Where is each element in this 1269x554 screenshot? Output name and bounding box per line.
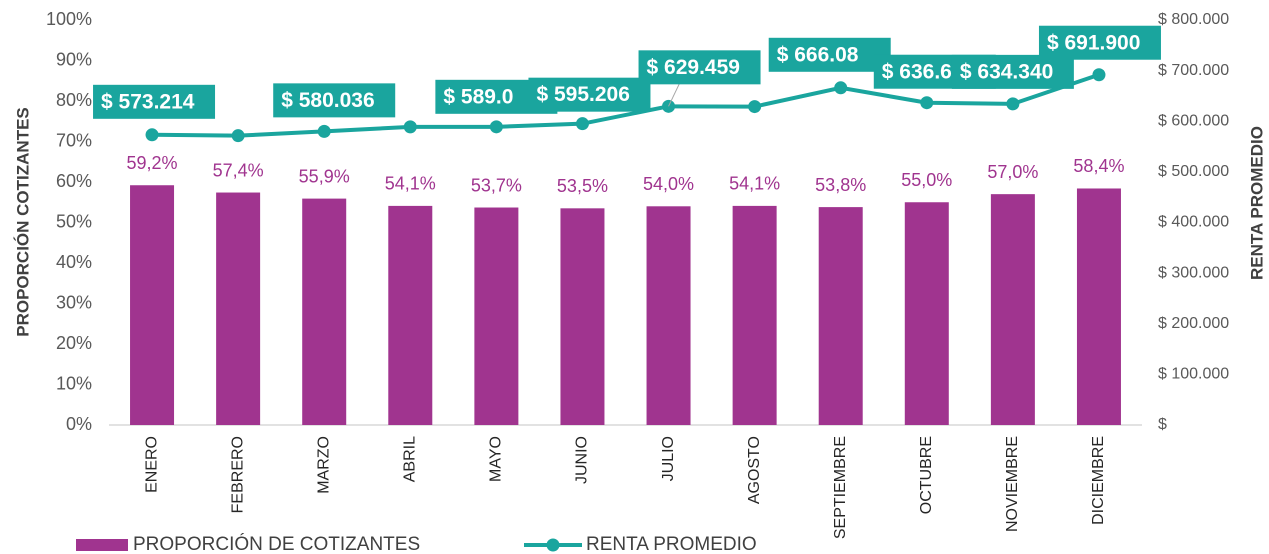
x-tick-label: NOVIEMBRE	[1004, 436, 1021, 532]
legend-swatch	[76, 539, 128, 551]
bar	[388, 205, 433, 425]
x-tick-label: OCTUBRE	[918, 436, 935, 514]
x-tick-label: ABRIL	[402, 436, 419, 482]
bar-value-label: 54,0%	[643, 174, 694, 194]
bar-value-label: 55,9%	[299, 166, 350, 186]
line-value-box	[93, 84, 216, 119]
bar	[990, 194, 1035, 425]
bar-value-label: 55,0%	[901, 170, 952, 190]
y-tick-label: 100%	[46, 9, 92, 29]
line-value-box	[528, 77, 651, 112]
x-tick-label: ENERO	[143, 436, 160, 493]
bar-value-label: 57,0%	[987, 162, 1038, 182]
bar	[732, 205, 777, 425]
line-value-label: $ 580.036	[281, 89, 374, 112]
bar	[474, 207, 519, 425]
y-tick-label: 80%	[56, 90, 92, 110]
y-tick-label: 70%	[56, 130, 92, 150]
y2-tick-label: $ 700.000	[1158, 62, 1229, 79]
bar	[216, 192, 261, 425]
legend-label: PROPORCIÓN DE COTIZANTES	[133, 533, 420, 554]
line-value-label: $ 636.6	[882, 60, 952, 83]
y2-tick-label: $ 100.000	[1158, 366, 1229, 383]
y-tick-label: 90%	[56, 49, 92, 69]
line-point	[231, 129, 245, 143]
line-value-box	[1038, 25, 1161, 60]
line-value-label: $ 595.206	[536, 83, 629, 106]
line-point	[575, 117, 589, 131]
line-value-box	[638, 50, 761, 85]
x-tick-label: FEBRERO	[229, 436, 246, 513]
bar-value-label: 53,5%	[557, 176, 608, 196]
bar	[130, 185, 175, 425]
line-value-label: $ 589.0	[443, 85, 513, 108]
x-tick-label: DICIEMBRE	[1090, 436, 1107, 525]
legend-swatch	[546, 538, 560, 552]
line-point	[920, 96, 934, 110]
y-tick-label: 0%	[66, 414, 92, 434]
line-point	[1006, 97, 1020, 111]
x-tick-label: SEPTIEMBRE	[832, 436, 849, 539]
y2-axis-title: RENTA PROMEDIO	[1247, 126, 1266, 280]
bar	[302, 198, 347, 425]
x-tick-label: JULIO	[660, 436, 677, 481]
line-point	[317, 124, 331, 138]
bar	[904, 202, 949, 425]
line-value-label: $ 691.900	[1047, 31, 1140, 54]
x-tick-label: AGOSTO	[746, 436, 763, 504]
y-tick-label: 40%	[56, 252, 92, 272]
x-tick-label: JUNIO	[574, 436, 591, 484]
bar	[1076, 188, 1121, 425]
bar	[646, 206, 691, 425]
line-point	[489, 120, 503, 134]
line-value-box	[768, 37, 891, 72]
bar-value-label: 54,1%	[729, 174, 780, 194]
line-point	[748, 100, 762, 114]
y2-tick-label: $ 600.000	[1158, 112, 1229, 129]
line-value-box	[273, 83, 396, 118]
y2-tick-label: $ 300.000	[1158, 264, 1229, 281]
line-value-label: $ 573.214	[101, 90, 195, 113]
line-value-label: $ 666.08	[777, 43, 859, 66]
y-tick-label: 10%	[56, 373, 92, 393]
y-tick-label: 60%	[56, 171, 92, 191]
line-point	[403, 120, 417, 134]
y2-tick-label: $ 800.000	[1158, 11, 1229, 28]
bar	[560, 208, 605, 425]
legend-label: RENTA PROMEDIO	[586, 534, 757, 554]
y2-tick-label: $	[1158, 416, 1167, 433]
x-tick-label: MAYO	[488, 436, 505, 482]
line-point	[1092, 68, 1106, 82]
line-value-box	[951, 54, 1074, 89]
y-axis-title: PROPORCIÓN COTIZANTES	[13, 107, 32, 337]
line	[152, 72, 1100, 138]
y2-tick-label: $ 400.000	[1158, 214, 1229, 231]
bar-value-label: 53,7%	[471, 175, 522, 195]
y2-tick-label: $ 500.000	[1158, 163, 1229, 180]
y2-tick-label: $ 200.000	[1158, 315, 1229, 332]
leader-line	[668, 83, 680, 107]
y-tick-label: 50%	[56, 211, 92, 231]
y-tick-label: 30%	[56, 292, 92, 312]
bar-value-label: 54,1%	[385, 174, 436, 194]
line-point	[834, 81, 848, 95]
line-value-label: $ 629.459	[647, 56, 740, 79]
x-tick-label: MARZO	[315, 436, 332, 494]
line-point	[145, 128, 159, 142]
bar	[818, 207, 863, 425]
line-value-label: $ 634.340	[960, 60, 1053, 83]
bar-value-label: 57,4%	[213, 160, 264, 180]
bar-value-label: 59,2%	[127, 153, 178, 173]
bar-value-label: 53,8%	[815, 175, 866, 195]
bar-value-label: 58,4%	[1073, 156, 1124, 176]
y-tick-label: 20%	[56, 333, 92, 353]
